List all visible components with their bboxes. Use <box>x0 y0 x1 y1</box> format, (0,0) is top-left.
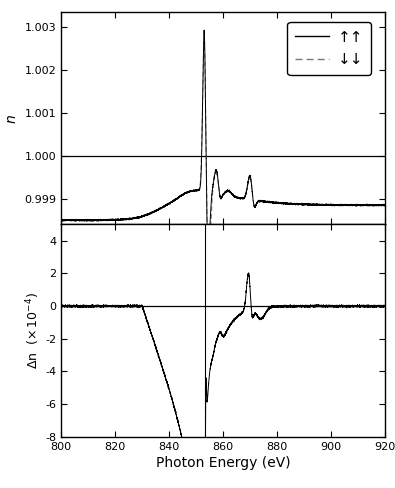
X-axis label: Photon Energy (eV): Photon Energy (eV) <box>156 456 290 470</box>
Legend: ↑↑, ↓↓: ↑↑, ↓↓ <box>288 22 371 75</box>
Y-axis label: $\Delta$n  ($\times\,10^{-4}$): $\Delta$n ($\times\,10^{-4}$) <box>25 292 42 369</box>
Y-axis label: n: n <box>5 114 19 122</box>
